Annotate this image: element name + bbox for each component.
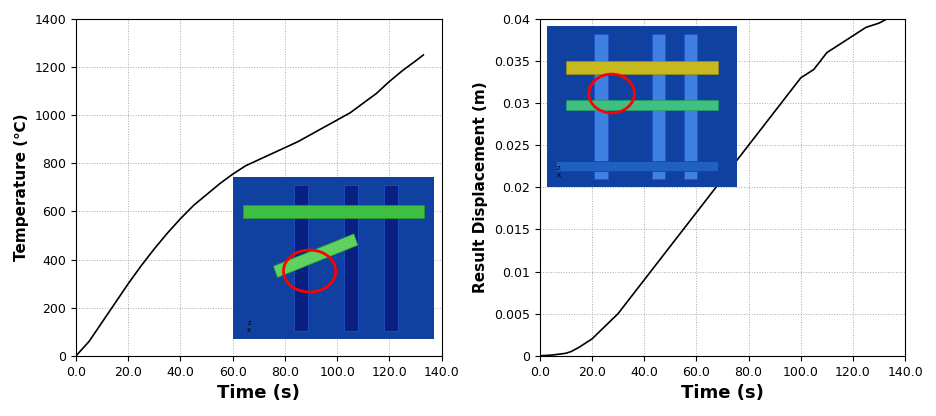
X-axis label: Time (s): Time (s)	[217, 384, 300, 402]
Y-axis label: Temperature (℃): Temperature (℃)	[14, 114, 29, 261]
Y-axis label: Result Displacement (m): Result Displacement (m)	[473, 82, 488, 293]
X-axis label: Time (s): Time (s)	[680, 384, 763, 402]
